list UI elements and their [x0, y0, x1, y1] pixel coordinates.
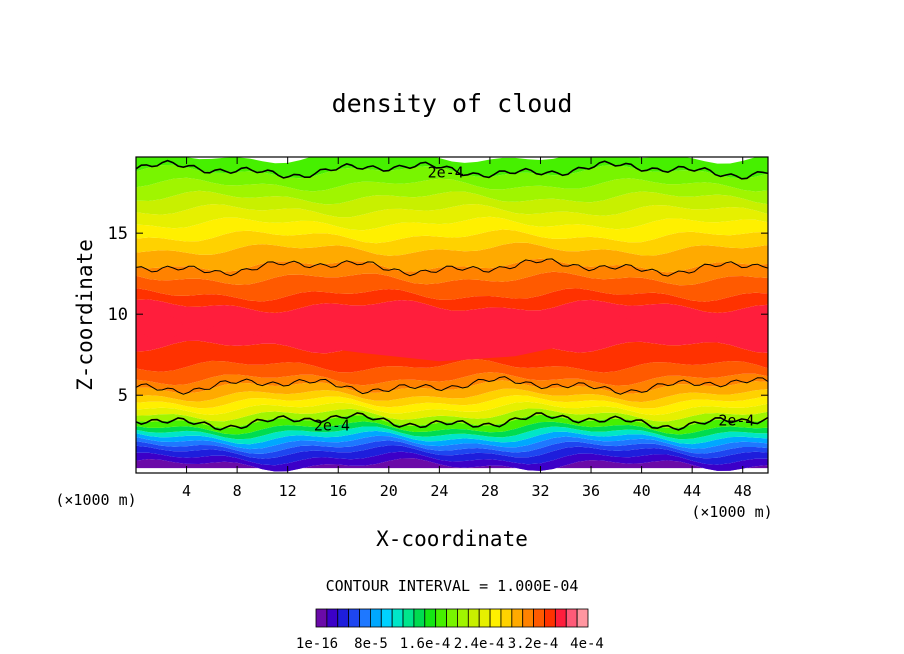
x-tick-label: 28	[481, 482, 499, 500]
colorbar-swatch	[533, 608, 545, 628]
colorbar-label: 2.4e-4	[454, 636, 505, 652]
contour-label-group: 2e-4 2e-4 2e-4	[314, 164, 755, 435]
colorbar-swatch	[359, 608, 371, 628]
x-unit-label-right: (×1000 m)	[691, 503, 772, 521]
core-region	[249, 312, 642, 362]
color-band	[136, 177, 768, 205]
plot-frame	[135, 156, 769, 474]
contour-label: 2e-4	[314, 416, 350, 434]
colorbar-swatch	[391, 608, 404, 628]
colorbar-swatch	[522, 608, 534, 628]
plot-area	[136, 157, 768, 473]
colorbar-labels: 1e-16 8e-5 1.6e-4 2.4e-4 3.2e-4 4e-4	[296, 636, 604, 652]
x-tick-label: 32	[531, 482, 549, 500]
x-tick-label: 4	[182, 482, 191, 500]
colorbar-swatch	[315, 608, 328, 628]
chart-title: density of cloud	[332, 89, 573, 118]
colorbar-label: 1.6e-4	[400, 636, 451, 652]
x-tick-label: 20	[380, 482, 398, 500]
colorbar-label: 8e-5	[354, 636, 388, 652]
colorbar-swatch	[554, 608, 567, 628]
color-band	[136, 229, 768, 256]
x-unit-label-left: (×1000 m)	[55, 491, 136, 509]
color-bands	[136, 157, 768, 473]
colorbar-label: 3.2e-4	[508, 636, 559, 652]
colorbar-swatch	[446, 608, 458, 628]
y-tick-label: 5	[118, 386, 128, 406]
color-band	[136, 204, 768, 231]
colorbar	[315, 608, 589, 628]
color-band	[136, 408, 768, 428]
x-tick-label: 36	[582, 482, 600, 500]
color-band	[136, 164, 768, 192]
colorbar-swatch	[413, 608, 426, 628]
color-band	[136, 435, 768, 454]
x-tick-label: 48	[734, 482, 752, 500]
y-axis-title: Z-coordinate	[73, 239, 97, 391]
color-band	[136, 288, 768, 313]
colorbar-swatch	[380, 608, 393, 628]
colorbar-swatch	[544, 608, 556, 628]
core-patch	[139, 315, 183, 340]
colorbar-swatch	[511, 608, 524, 628]
contour-label: 2e-4	[428, 164, 464, 182]
color-band	[136, 380, 768, 403]
contour-line	[136, 412, 768, 431]
y-axis: 5 10 15	[108, 224, 768, 406]
color-band	[136, 395, 768, 416]
color-band	[136, 271, 768, 302]
colorbar-swatch	[565, 608, 578, 628]
x-tick-label: 12	[279, 482, 297, 500]
colorbar-swatch	[500, 608, 513, 628]
contour-interval-label: CONTOUR INTERVAL = 1.000E-04	[326, 577, 579, 595]
core-patch	[181, 310, 218, 331]
colorbar-swatch	[489, 608, 502, 628]
x-tick-label: 44	[683, 482, 701, 500]
x-tick-label: 40	[633, 482, 651, 500]
color-band	[136, 190, 768, 218]
color-band	[136, 430, 768, 450]
x-axis-title: X-coordinate	[376, 527, 528, 551]
color-band	[136, 359, 768, 386]
color-band	[136, 451, 768, 472]
x-axis: 4 8 12 16 20 24 28 32 36 40 44 48	[182, 157, 752, 500]
y-tick-label: 10	[108, 305, 128, 325]
color-band	[136, 216, 768, 244]
y-tick-label: 15	[108, 224, 128, 244]
core-patch	[685, 317, 725, 340]
color-band	[136, 401, 768, 422]
colorbar-label: 1e-16	[296, 636, 338, 652]
contour-line	[136, 159, 768, 180]
contour-lines	[136, 159, 768, 431]
colorbar-swatch	[326, 608, 339, 628]
colorbar-swatch	[402, 608, 415, 628]
x-tick-label: 24	[430, 482, 448, 500]
color-band	[136, 258, 768, 286]
color-band	[136, 426, 768, 445]
colorbar-swatch	[348, 608, 360, 628]
color-band	[136, 440, 768, 459]
max-density-core	[139, 310, 725, 362]
colorbar-swatch	[576, 608, 589, 628]
color-band	[136, 421, 768, 440]
colorbar-swatch	[467, 608, 480, 628]
colorbar-swatch	[457, 608, 469, 628]
contour-line	[136, 258, 768, 277]
colorbar-label: 4e-4	[570, 636, 604, 652]
colorbar-swatch	[435, 608, 447, 628]
x-tick-label: 16	[329, 482, 347, 500]
contour-label: 2e-4	[718, 412, 754, 430]
contour-line	[136, 376, 768, 395]
color-band	[136, 242, 768, 273]
colorbar-swatch	[369, 608, 382, 628]
color-band	[136, 388, 768, 409]
colorbar-swatch	[337, 608, 350, 628]
colorbar-swatch	[424, 608, 437, 628]
x-tick-label: 8	[233, 482, 242, 500]
colorbar-swatch	[478, 608, 491, 628]
